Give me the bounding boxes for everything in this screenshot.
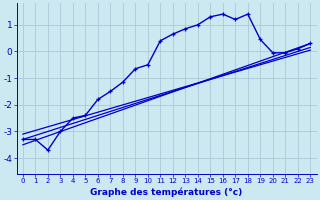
X-axis label: Graphe des températures (°c): Graphe des températures (°c) <box>91 187 243 197</box>
